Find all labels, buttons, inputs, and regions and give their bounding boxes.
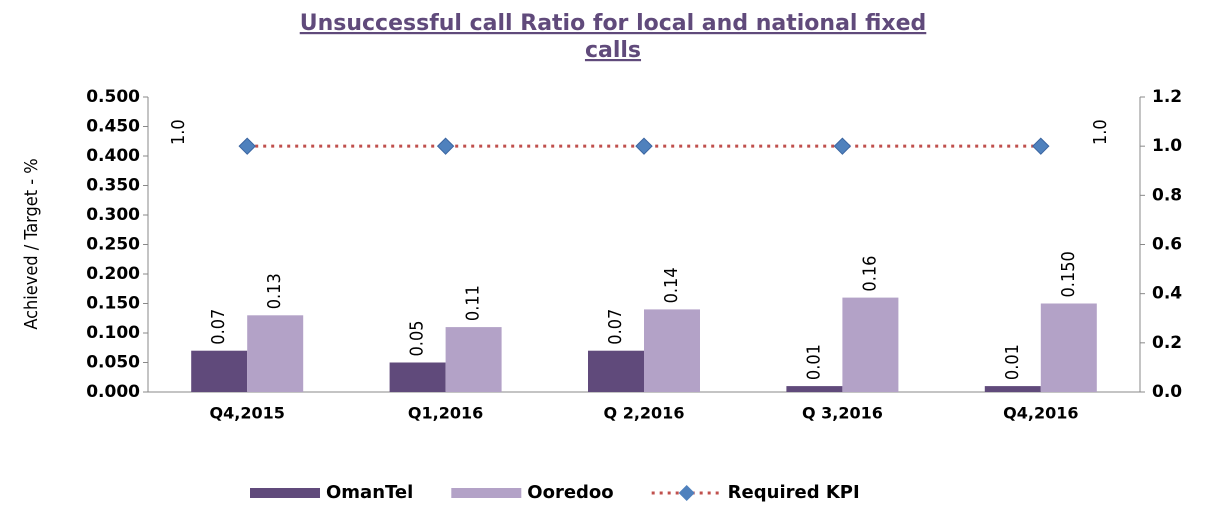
y-tick-label: 0.200 (86, 264, 140, 284)
legend-label: OmanTel (326, 482, 413, 503)
y-tick-label: 0.000 (86, 382, 140, 402)
data-label: 1.0 (168, 119, 189, 145)
data-label: 0.07 (605, 309, 626, 345)
chart-title: Unsuccessful call Ratio for local and na… (300, 11, 927, 36)
bar (445, 327, 502, 392)
kpi-marker (238, 137, 256, 155)
legend-label: Ooredoo (527, 482, 613, 503)
y2-tick-label: 0.2 (1152, 333, 1182, 353)
y2-tick-label: 1.0 (1152, 136, 1182, 156)
y-tick-label: 0.050 (86, 353, 140, 373)
y-tick-label: 0.250 (86, 235, 140, 255)
bar (389, 362, 446, 392)
y-tick-label: 0.500 (86, 87, 140, 107)
y-tick-label: 0.350 (86, 176, 140, 196)
data-label: 0.05 (407, 320, 428, 356)
y2-tick-label: 0.0 (1152, 382, 1182, 402)
y-tick-label: 0.450 (86, 117, 140, 137)
bar (247, 315, 304, 392)
legend-label: Required KPI (728, 482, 860, 503)
bar (786, 386, 843, 392)
data-label: 0.07 (208, 309, 229, 345)
bar (842, 297, 899, 392)
kpi-marker (833, 137, 852, 155)
bar (1040, 303, 1097, 392)
y2-tick-label: 0.8 (1152, 185, 1182, 205)
kpi-marker (635, 137, 653, 155)
y-tick-label: 0.400 (86, 146, 140, 166)
legend-swatch (250, 488, 320, 498)
bar (644, 309, 700, 392)
data-label: 0.11 (463, 285, 484, 321)
data-label: 0.150 (1058, 251, 1079, 297)
data-label: 0.14 (661, 267, 682, 303)
legend-marker (678, 485, 695, 501)
y2-tick-label: 0.6 (1152, 235, 1182, 255)
kpi-marker (1032, 137, 1050, 155)
y2-tick-label: 1.2 (1152, 87, 1182, 107)
bar (191, 350, 248, 392)
y2-tick-label: 0.4 (1152, 284, 1182, 304)
data-label: 0.16 (859, 256, 880, 292)
data-label: 0.01 (803, 344, 824, 380)
x-tick-label: Q4,2015 (210, 404, 285, 423)
y-tick-label: 0.100 (86, 323, 140, 343)
data-label: 1.0 (1090, 119, 1111, 145)
y-tick-label: 0.300 (86, 205, 140, 225)
y-axis-label: Achieved / Target - % (21, 158, 42, 329)
x-tick-label: Q1,2016 (408, 404, 483, 423)
legend-swatch (451, 488, 522, 498)
chart-title: calls (585, 38, 641, 63)
x-tick-label: Q 3,2016 (802, 404, 883, 423)
y-tick-label: 0.150 (86, 294, 140, 314)
data-label: 0.01 (1002, 344, 1023, 380)
data-label: 0.13 (264, 273, 285, 309)
bar (588, 350, 644, 392)
bar (984, 386, 1041, 392)
x-tick-label: Q 2,2016 (604, 404, 685, 423)
x-tick-label: Q4,2016 (1003, 404, 1078, 423)
kpi-marker (436, 137, 455, 155)
